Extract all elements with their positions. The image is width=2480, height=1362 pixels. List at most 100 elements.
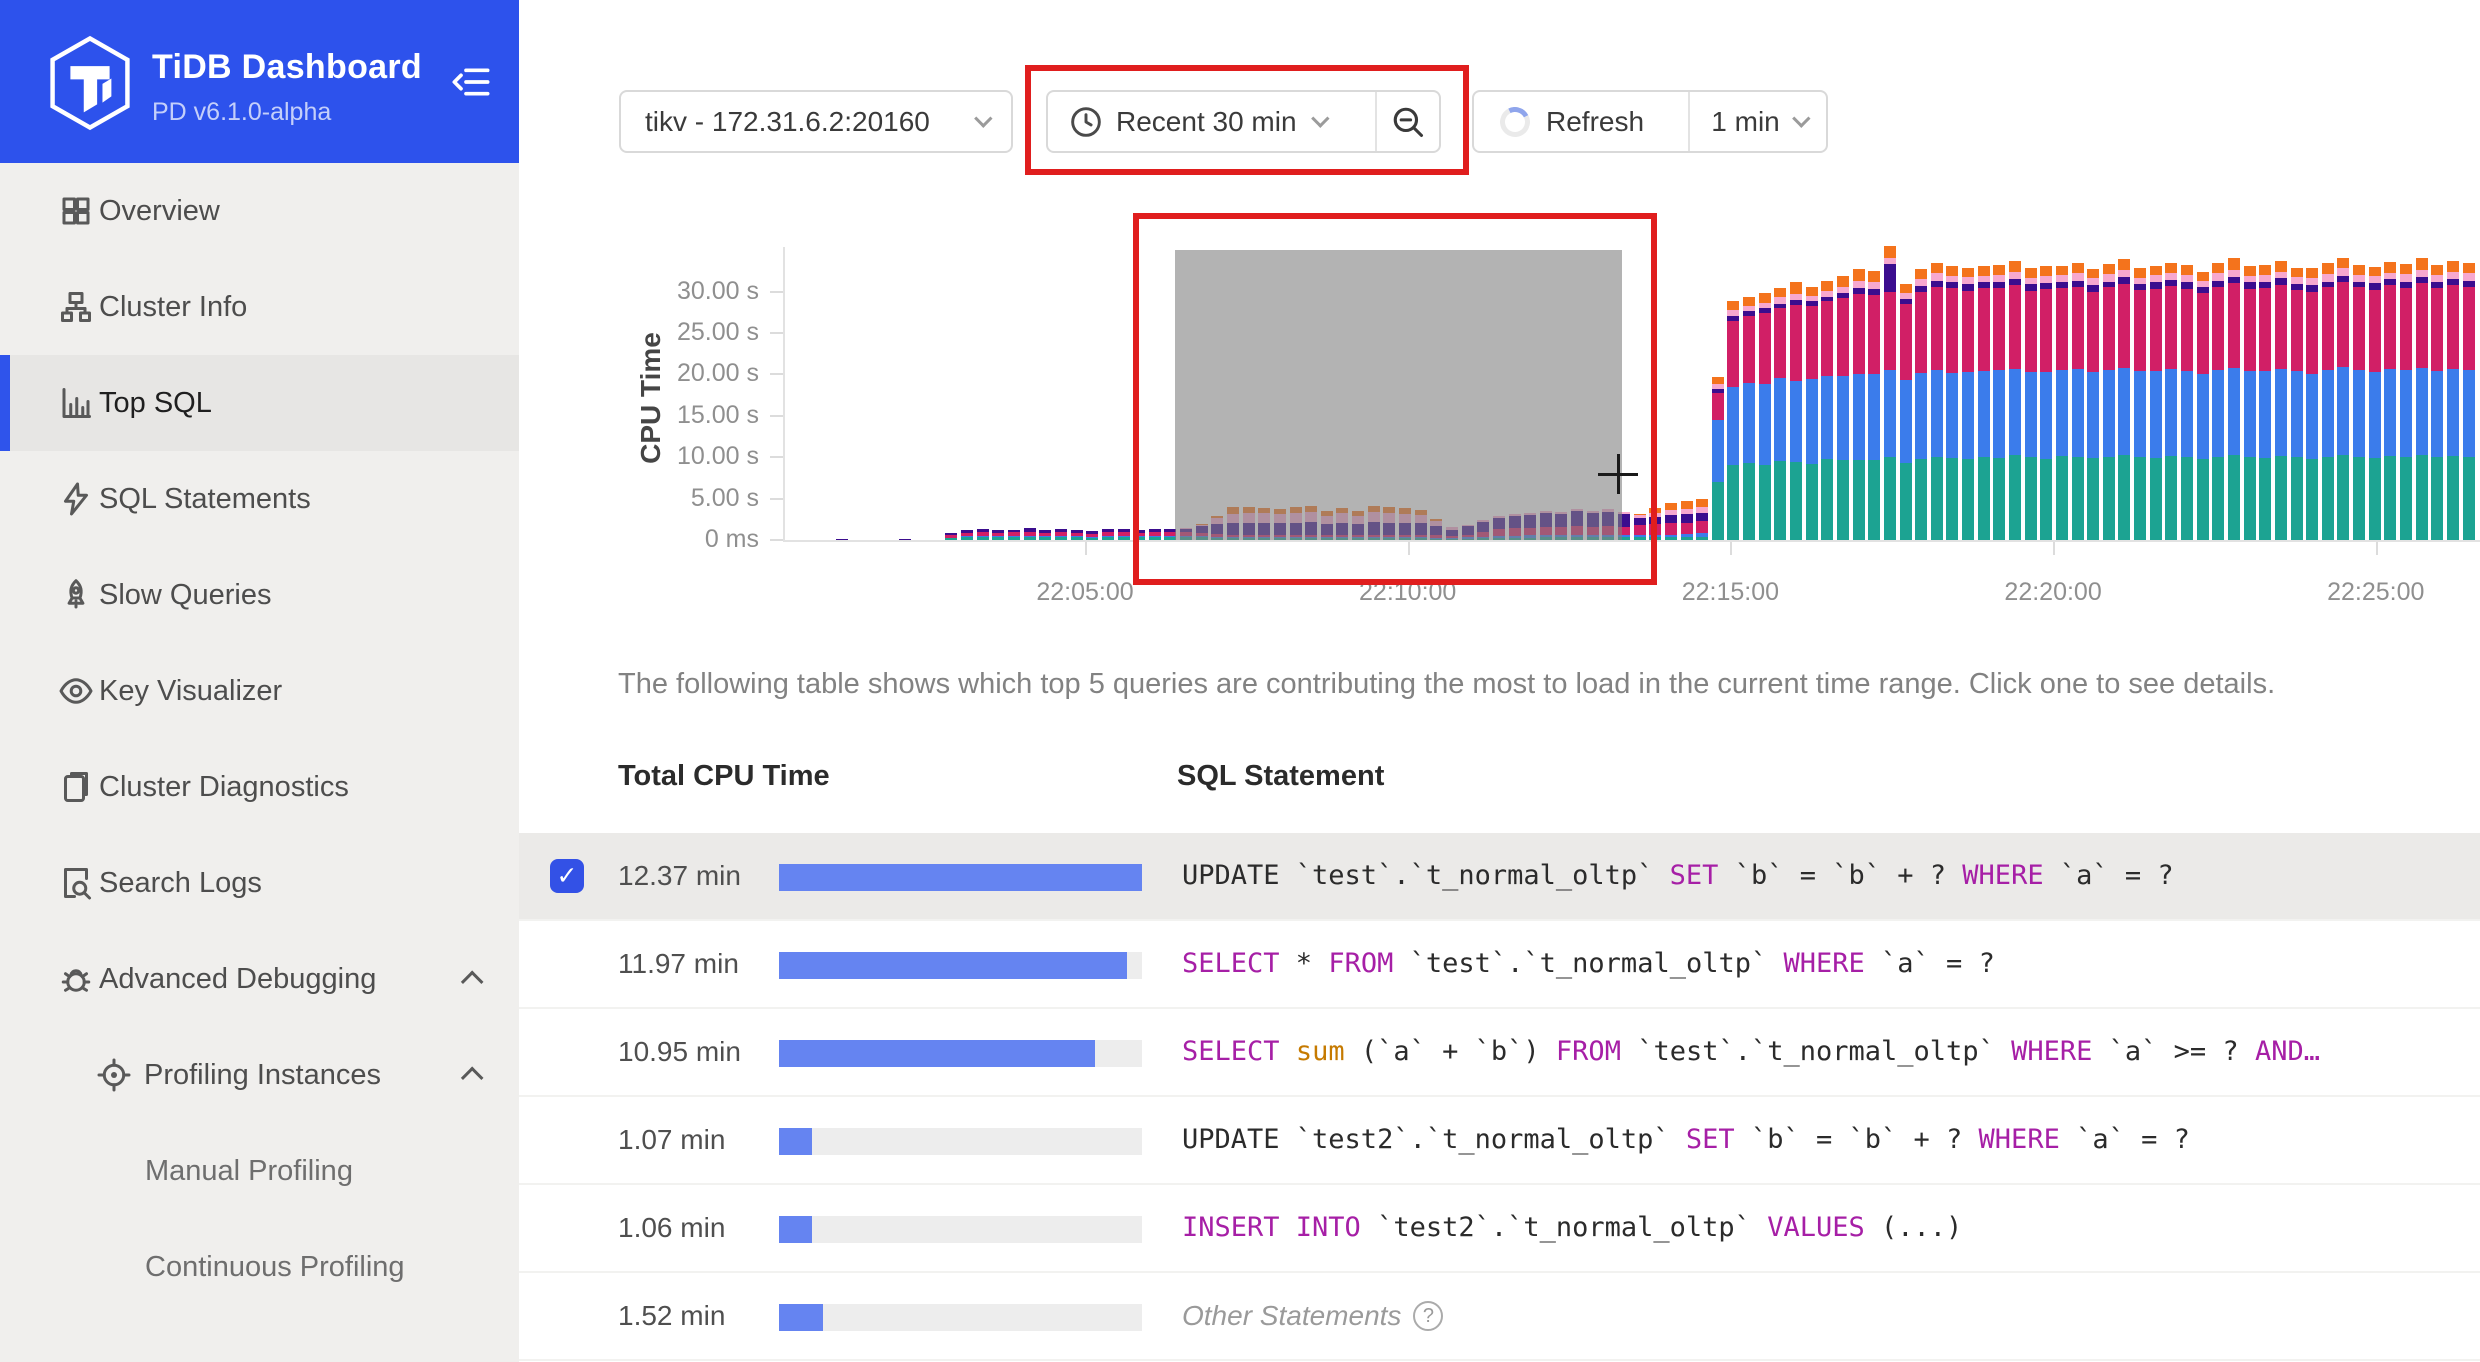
cpu-time-value: 1.52 min	[618, 1300, 726, 1331]
chart-bar	[1727, 300, 1740, 540]
sidebar-item-top-sql[interactable]: Top SQL	[0, 355, 519, 451]
refresh-interval-value: 1 min	[1711, 105, 1780, 137]
chart-bar	[2368, 266, 2381, 540]
sidebar: TiDB Dashboard PD v6.1.0-alpha Overview C…	[0, 0, 519, 1362]
sidebar-item-manual-profiling[interactable]: Manual Profiling	[0, 1123, 519, 1219]
table-row[interactable]: 11.97 min SELECT * FROM `test`.`t_normal_…	[519, 921, 2480, 1009]
y-tick-mark	[770, 332, 783, 334]
sidebar-item-label: Cluster Info	[99, 290, 248, 323]
row-checkbox[interactable]: ✓	[550, 859, 584, 893]
chart-bar	[1899, 284, 1912, 540]
chart-bar	[1946, 265, 1959, 540]
table-row[interactable]: 1.06 min INSERT INTO `test2`.`t_normal_ol…	[519, 1185, 2480, 1273]
chart-bar	[2009, 260, 2021, 540]
lightning-icon	[58, 480, 96, 518]
x-tick-mark	[1730, 542, 1733, 555]
sidebar-item-label: Continuous Profiling	[145, 1250, 405, 1283]
brush-selection[interactable]	[1175, 250, 1622, 540]
sidebar-item-search-logs[interactable]: Search Logs	[0, 835, 519, 931]
table-header: Total CPU Time SQL Statement	[519, 760, 2480, 810]
sidebar-item-label: Slow Queries	[99, 578, 272, 611]
clipboard-icon	[58, 768, 96, 806]
chart-bar	[1054, 529, 1067, 540]
refresh-button[interactable]: Refresh	[1474, 92, 1688, 151]
y-tick-label: 5.00 s	[690, 483, 759, 512]
y-axis	[783, 247, 785, 542]
y-tick-mark	[770, 373, 783, 376]
chart-bar	[1117, 529, 1130, 540]
zoom-out-button[interactable]	[1375, 92, 1439, 151]
menu-fold-icon[interactable]	[451, 62, 491, 102]
chart-bar	[2259, 265, 2272, 540]
sidebar-item-advanced-debugging[interactable]: Advanced Debugging	[0, 931, 519, 1027]
chart-bar	[1008, 529, 1021, 540]
cluster-icon	[58, 288, 96, 326]
chart-bar	[2024, 268, 2037, 540]
chart-bar	[2102, 264, 2115, 540]
chart-bar	[2290, 267, 2303, 540]
refresh-interval-select[interactable]: 1 min	[1688, 92, 1826, 151]
bug-icon	[58, 960, 96, 998]
y-tick-label: 20.00 s	[676, 359, 759, 388]
chart-bar	[1086, 531, 1099, 540]
x-tick-label: 22:10:00	[1359, 578, 1457, 606]
chart-bar	[2462, 263, 2475, 540]
chart-bar	[1039, 530, 1052, 540]
y-tick-mark	[770, 539, 783, 541]
table-row[interactable]: ✓ 12.37 min UPDATE `test`.`t_normal_oltp` …	[519, 833, 2480, 921]
chart-bar	[1680, 501, 1693, 540]
sql-statement: INSERT INTO `test2`.`t_normal_oltp` VALU…	[1182, 1212, 1963, 1243]
chart-bar	[2118, 259, 2131, 540]
x-tick-mark	[2375, 542, 2378, 555]
sidebar-item-key-visualizer[interactable]: Key Visualizer	[0, 643, 519, 739]
sidebar-item-continuous-profiling[interactable]: Continuous Profiling	[0, 1219, 519, 1315]
x-tick-label: 22:05:00	[1036, 578, 1134, 606]
sidebar-item-profiling-instances[interactable]: Profiling Instances	[0, 1027, 519, 1123]
chart-bar	[1696, 499, 1709, 540]
instance-select-value: tikv - 172.31.6.2:20160	[645, 105, 930, 137]
chart-bar	[2134, 267, 2147, 540]
instance-select[interactable]: tikv - 172.31.6.2:20160	[619, 90, 1013, 153]
sidebar-item-sql-statements[interactable]: SQL Statements	[0, 451, 519, 547]
cpu-time-value: 11.97 min	[618, 948, 739, 979]
sidebar-item-label: Top SQL	[99, 386, 212, 419]
chart-bar	[945, 532, 958, 540]
y-tick-mark	[770, 456, 783, 459]
chart-bar	[2149, 265, 2162, 540]
table-row[interactable]: 1.52 min Other Statements?	[519, 1273, 2480, 1361]
chart-bar	[1774, 288, 1787, 540]
chevron-up-icon	[460, 1066, 484, 1090]
sidebar-item-label: Key Visualizer	[99, 674, 283, 707]
help-icon[interactable]: ?	[1413, 1301, 1444, 1331]
chart-bar	[2243, 265, 2256, 540]
sidebar-item-cluster-info[interactable]: Cluster Info	[0, 259, 519, 355]
chart-bar	[1868, 270, 1881, 540]
sidebar-item-overview[interactable]: Overview	[0, 163, 519, 259]
chart-bar	[2384, 261, 2397, 540]
app-version: PD v6.1.0-alpha	[152, 98, 332, 126]
chart-bar	[2353, 265, 2366, 540]
table-row[interactable]: 10.95 min SELECT sum (`a` + `b`) FROM `te…	[519, 1009, 2480, 1097]
chart-bar	[1915, 269, 1928, 540]
time-range-select[interactable]: Recent 30 min	[1048, 92, 1375, 151]
sidebar-item-label: SQL Statements	[99, 482, 311, 515]
chart-bar	[898, 539, 911, 540]
cpu-time-chart[interactable]: CPU Time 30.00 s 25.00 s 20.00 s 15.00 s 10.…	[519, 0, 2480, 650]
chart-bar	[2212, 263, 2225, 540]
chart-bar	[1148, 529, 1161, 540]
sql-statement: SELECT sum (`a` + `b`) FROM `test`.`t_no…	[1182, 1036, 2320, 1067]
refresh-control: Refresh 1 min	[1472, 90, 1828, 153]
sidebar-item-slow-queries[interactable]: Slow Queries	[0, 547, 519, 643]
y-tick-label: 25.00 s	[676, 318, 759, 346]
x-tick-mark	[1407, 542, 1410, 555]
bar-chart-icon	[58, 384, 96, 422]
chart-bar	[1962, 267, 1975, 540]
chart-bar	[2400, 264, 2412, 540]
y-tick-label: 0 ms	[704, 525, 759, 553]
refresh-label: Refresh	[1546, 105, 1645, 137]
table-row[interactable]: 1.07 min UPDATE `test2`.`t_normal_oltp` S…	[519, 1097, 2480, 1185]
sidebar-item-cluster-diagnostics[interactable]: Cluster Diagnostics	[0, 739, 519, 835]
cpu-time-value: 1.07 min	[618, 1124, 726, 1155]
sql-statement: SELECT * FROM `test`.`t_normal_oltp` WHE…	[1182, 948, 1995, 979]
column-header-sql: SQL Statement	[1177, 760, 1385, 792]
